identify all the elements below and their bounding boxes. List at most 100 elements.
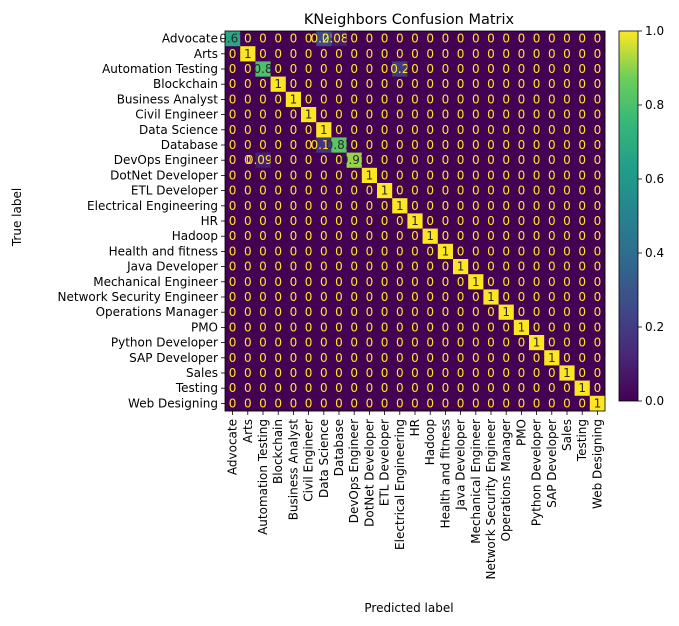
matrix-cell [422, 91, 439, 108]
cell-value-label: 0 [305, 290, 313, 304]
cell-value-label: 0 [366, 290, 374, 304]
cell-value-label: 0 [426, 381, 434, 395]
cell-value-label: 0 [426, 123, 434, 137]
matrix-cell [270, 319, 287, 336]
cell-value-label: 0 [411, 396, 419, 410]
matrix-cell [377, 61, 393, 77]
matrix-cell [240, 198, 256, 214]
cell-value-label: 0 [290, 32, 298, 46]
cell-value-label: 0 [487, 153, 495, 167]
cell-value-label: 0 [366, 47, 374, 61]
matrix-cell [240, 365, 256, 381]
matrix-cell [346, 61, 363, 77]
matrix-cell [483, 304, 499, 321]
cell-value-label: 0 [578, 320, 586, 334]
matrix-cell [301, 31, 317, 47]
matrix-cell [270, 167, 287, 184]
matrix-cell [529, 91, 545, 108]
cell-value-label: 0 [518, 214, 526, 228]
matrix-cell [559, 365, 575, 381]
matrix-cell [559, 319, 575, 336]
cell-value-label: 0 [472, 381, 480, 395]
matrix-cell [513, 274, 530, 290]
cell-value-label: 0 [411, 62, 419, 76]
matrix-cell [331, 243, 347, 260]
cell-value-label: 0 [259, 260, 267, 274]
cell-value-label: 0 [305, 275, 313, 289]
cell-value-label: 0 [533, 123, 541, 137]
cell-value-label: 0 [274, 336, 282, 350]
cell-value-label: 0 [502, 32, 510, 46]
cell-value-label: 0 [350, 92, 358, 106]
matrix-cell [270, 61, 287, 77]
matrix-cell [422, 76, 439, 93]
cell-value-label: 0 [381, 77, 389, 91]
matrix-cell [346, 228, 363, 245]
cell-value-label: 0 [229, 138, 237, 152]
cell-value-label: 0 [594, 336, 602, 350]
matrix-cell [255, 76, 271, 93]
cell-value-label: 0 [472, 168, 480, 182]
cell-value-label: 0 [350, 47, 358, 61]
cell-value-label: 0 [487, 351, 495, 365]
cell-value-label: 0 [472, 62, 480, 76]
matrix-cell [270, 198, 287, 214]
matrix-cell [407, 31, 423, 47]
matrix-cell [574, 350, 591, 366]
cell-value-label: 0.67 [219, 32, 246, 46]
matrix-cell [285, 289, 302, 305]
cell-value-label: 1 [366, 168, 374, 182]
matrix-cell [225, 137, 241, 153]
matrix-cell [468, 228, 484, 245]
matrix-cell [468, 107, 484, 123]
cell-value-label: 0 [411, 92, 419, 106]
cell-value-label: 0.8 [253, 62, 272, 76]
cell-value-label: 0 [350, 138, 358, 152]
cell-value-label: 0 [274, 320, 282, 334]
cell-value-label: 0 [244, 184, 252, 198]
cell-value-label: 0 [563, 214, 571, 228]
cell-value-label: 0 [411, 168, 419, 182]
matrix-cell [316, 335, 332, 351]
matrix-cell [255, 61, 271, 77]
cell-value-label: 0 [533, 381, 541, 395]
cell-value-label: 0 [335, 320, 343, 334]
cell-value-label: 0 [335, 214, 343, 228]
x-tick-label: DotNet Developer [362, 419, 376, 527]
matrix-cell [270, 259, 287, 275]
matrix-cell [240, 395, 256, 412]
matrix-cell [407, 335, 423, 351]
matrix-cell [255, 243, 271, 260]
cell-value-label: 0 [426, 138, 434, 152]
cell-value-label: 0 [487, 260, 495, 274]
cell-value-label: 0 [487, 168, 495, 182]
matrix-cell [437, 365, 454, 381]
cell-value-label: 0 [594, 32, 602, 46]
cell-value-label: 0 [259, 92, 267, 106]
cell-value-label: 0 [396, 260, 404, 274]
cell-value-label: 0 [472, 229, 480, 243]
matrix-cell [331, 335, 347, 351]
cell-value-label: 0 [426, 168, 434, 182]
cell-value-label: 0 [396, 320, 404, 334]
cell-value-label: 0 [320, 320, 328, 334]
matrix-cell [392, 243, 408, 260]
cell-value-label: 0 [487, 62, 495, 76]
matrix-cell [544, 198, 560, 214]
matrix-cell [589, 152, 606, 169]
matrix-cell [559, 167, 575, 184]
cell-value-label: 0 [335, 305, 343, 319]
cell-value-label: 0 [335, 381, 343, 395]
matrix-cell [316, 91, 332, 108]
matrix-cell [255, 395, 271, 412]
cell-value-label: 0 [244, 290, 252, 304]
matrix-cell [437, 198, 454, 214]
colorbar-tick-label: 0.2 [645, 320, 664, 334]
matrix-cell [316, 243, 332, 260]
cell-value-label: 0 [290, 168, 298, 182]
cell-value-label: 0 [594, 62, 602, 76]
matrix-cell [270, 243, 287, 260]
matrix-cell [574, 304, 591, 321]
matrix-cell [225, 289, 241, 305]
cell-value-label: 0 [335, 153, 343, 167]
